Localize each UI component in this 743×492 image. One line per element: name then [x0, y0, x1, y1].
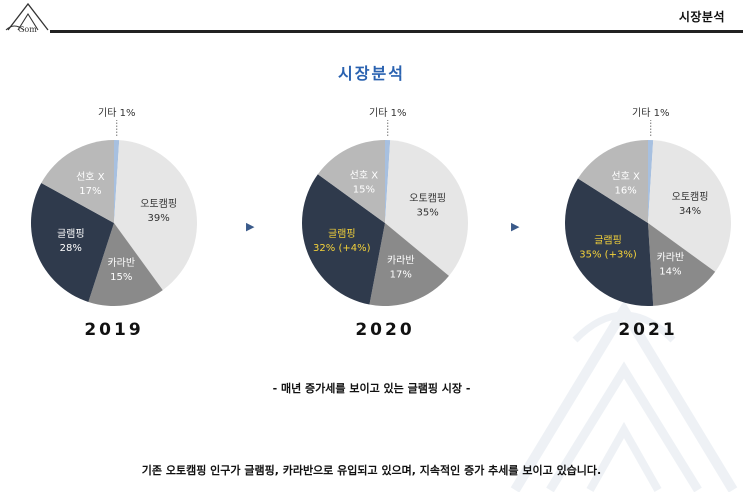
- pie-slice-오토캠핑: [385, 140, 468, 276]
- slice-value-오토캠핑: 35%: [417, 208, 439, 219]
- pie-slice-글램핑: [30, 183, 114, 302]
- pie-slice-기타: [114, 140, 120, 223]
- slice-label-other: 기타 1%: [369, 107, 406, 119]
- slice-label-카라반: 카라반: [107, 257, 135, 269]
- slice-label-글램핑: 글램핑: [328, 228, 356, 240]
- pie-slice-선호-x: [577, 140, 648, 223]
- right-triangle-arrow-icon: ▶: [511, 220, 520, 233]
- slice-label-선호-x: 선호 X: [611, 170, 640, 182]
- footer-text: 기존 오토캠핑 인구가 글램핑, 카라반으로 유입되고 있으며, 지속적인 증가…: [141, 464, 602, 477]
- pie-slice-글램핑: [302, 174, 385, 305]
- header-rule: [50, 30, 743, 33]
- slice-value-글램핑: 32% (+4%): [313, 243, 371, 254]
- slice-value-오토캠핑: 39%: [148, 213, 170, 224]
- slice-value-카라반: 15%: [110, 272, 132, 283]
- slice-value-선호-x: 17%: [79, 186, 101, 197]
- pie-slice-기타: [648, 140, 654, 223]
- pie-slice-카라반: [369, 223, 449, 306]
- pie-slice-기타: [385, 140, 391, 223]
- slice-label-오토캠핑: 오토캠핑: [409, 193, 446, 205]
- slice-label-글램핑: 글램핑: [594, 235, 622, 247]
- year-label-2021: 2021: [618, 320, 678, 340]
- slice-label-오토캠핑: 오토캠핑: [672, 191, 709, 203]
- svg-text:Gom: Gom: [18, 25, 37, 34]
- slice-value-선호-x: 15%: [353, 185, 375, 196]
- pie-svg-2020: 기타 1% 오토캠핑 35% 카라반 17% 글램핑 32% (+4%) 선호 X 15%: [302, 107, 468, 306]
- pie-chart-2019: 기타 1% 오토캠핑 39% 카라반 15% 글램핑 28% 선호 X 17%: [14, 107, 214, 325]
- slice-label-선호-x: 선호 X: [350, 170, 379, 182]
- pie-chart-2020: 기타 1% 오토캠핑 35% 카라반 17% 글램핑 32% (+4%) 선호 X 15%: [285, 107, 485, 325]
- slice-label-카라반: 카라반: [657, 252, 685, 264]
- slice-value-오토캠핑: 34%: [679, 206, 701, 217]
- year-label-2019: 2019: [84, 320, 144, 340]
- page-title: 시장분석: [338, 64, 405, 83]
- slice-label-글램핑: 글램핑: [57, 228, 85, 240]
- tent-logo-icon: Gom: [5, 2, 49, 34]
- header-title: 시장분석: [678, 10, 725, 24]
- slice-value-카라반: 17%: [390, 270, 412, 281]
- slice-label-other: 기타 1%: [98, 107, 135, 119]
- pie-chart-2021: 기타 1% 오토캠핑 34% 카라반 14% 글램핑 35% (+3%) 선호 X 16%: [548, 107, 743, 325]
- slice-value-카라반: 14%: [659, 267, 681, 278]
- pie-slice-카라반: [88, 223, 163, 306]
- tent-watermark-icon: [510, 300, 738, 492]
- slice-value-선호-x: 16%: [614, 185, 636, 196]
- pie-slice-오토캠핑: [114, 140, 197, 291]
- page-subtitle: - 매년 증가세를 보이고 있는 글램핑 시장 -: [272, 382, 471, 395]
- pie-slice-선호-x: [317, 140, 385, 223]
- slice-value-글램핑: 28%: [60, 243, 82, 254]
- slice-label-선호-x: 선호 X: [76, 171, 105, 183]
- pie-slice-글램핑: [565, 178, 654, 306]
- slice-label-오토캠핑: 오토캠핑: [140, 198, 177, 210]
- pie-slice-선호-x: [41, 140, 114, 223]
- right-triangle-arrow-icon: ▶: [246, 220, 255, 233]
- pie-slice-오토캠핑: [648, 140, 731, 272]
- pie-svg-2019: 기타 1% 오토캠핑 39% 카라반 15% 글램핑 28% 선호 X 17%: [30, 107, 197, 306]
- year-label-2020: 2020: [355, 320, 415, 340]
- pie-svg-2021: 기타 1% 오토캠핑 34% 카라반 14% 글램핑 35% (+3%) 선호 X 16%: [565, 107, 731, 306]
- slice-label-other: 기타 1%: [632, 107, 669, 119]
- slice-label-카라반: 카라반: [387, 255, 415, 267]
- pie-slice-카라반: [648, 223, 716, 306]
- slice-value-글램핑: 35% (+3%): [579, 250, 637, 261]
